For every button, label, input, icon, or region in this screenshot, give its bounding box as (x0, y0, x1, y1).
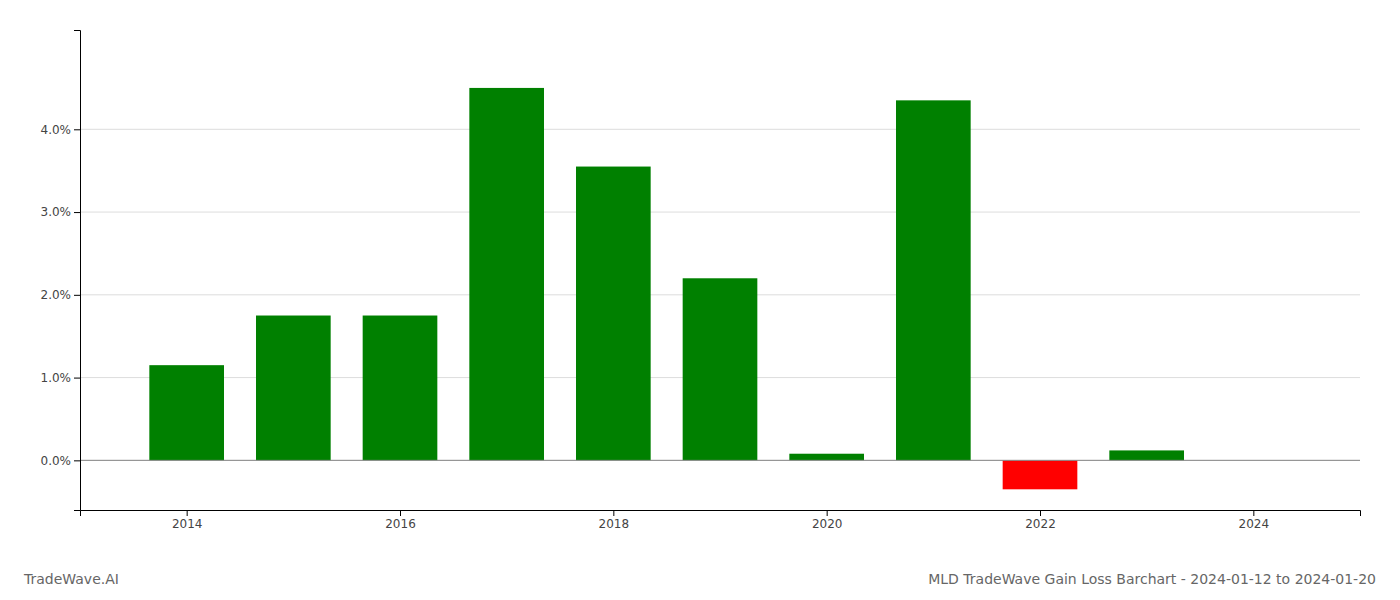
x-tick: 2016 (385, 510, 416, 531)
y-tick-mark (74, 212, 80, 213)
x-tick-label: 2018 (599, 517, 630, 531)
y-tick: 3.0% (41, 205, 81, 219)
y-tick: 0.0% (41, 454, 81, 468)
bar (683, 278, 758, 460)
y-axis: 0.0% 1.0% 2.0% 3.0% 4.0% (41, 31, 81, 511)
grid-line (80, 129, 1360, 130)
x-tick-mark (1040, 510, 1041, 516)
x-tick-label: 2016 (385, 517, 416, 531)
x-tick-mark (1253, 510, 1254, 516)
x-axis: 2014 2016 2018 2020 2022 2024 (81, 510, 1361, 531)
watermark: TradeWave.AI (23, 571, 119, 587)
bar (363, 316, 438, 461)
plot: 2014 2016 2018 2020 2022 2024 0.0% 1.0% 2.0% 3.0%… (41, 31, 1361, 531)
x-tick-label: 2022 (1025, 517, 1056, 531)
grid-line (80, 460, 1360, 461)
bar (1109, 450, 1184, 460)
y-axis-line (74, 31, 81, 511)
x-tick: 2014 (172, 510, 203, 531)
x-tick-mark (400, 510, 401, 516)
zero-line (80, 460, 1360, 461)
y-tick-label: 2.0% (41, 288, 72, 302)
x-tick-label: 2024 (1239, 517, 1270, 531)
bars (149, 88, 1184, 489)
y-tick: 1.0% (41, 371, 81, 385)
y-tick: 4.0% (41, 123, 81, 137)
grid-line (80, 212, 1360, 213)
y-tick-mark (74, 460, 80, 461)
bar (576, 167, 651, 461)
grid (80, 129, 1360, 460)
x-tick-label: 2020 (812, 517, 843, 531)
x-tick-mark (613, 510, 614, 516)
bar (256, 316, 331, 461)
bar (789, 454, 864, 461)
y-tick-mark (74, 378, 80, 379)
x-tick: 2024 (1239, 510, 1270, 531)
chart: 2014 2016 2018 2020 2022 2024 0.0% 1.0% 2.0% 3.0%… (0, 0, 1400, 600)
x-tick: 2022 (1025, 510, 1056, 531)
bar (1003, 460, 1078, 489)
bar (469, 88, 544, 460)
x-tick-mark (187, 510, 188, 516)
y-tick: 2.0% (41, 288, 81, 302)
y-tick-mark (74, 295, 80, 296)
x-tick: 2018 (599, 510, 630, 531)
x-tick-mark (827, 510, 828, 516)
y-tick-label: 1.0% (41, 371, 72, 385)
title: MLD TradeWave Gain Loss Barchart - 2024-… (928, 571, 1376, 587)
y-tick-label: 0.0% (41, 454, 72, 468)
y-tick-label: 4.0% (41, 123, 72, 137)
x-tick-label: 2014 (172, 517, 203, 531)
bar (896, 100, 971, 460)
bar (149, 365, 224, 460)
y-tick-label: 3.0% (41, 205, 72, 219)
x-axis-line (81, 511, 1361, 517)
x-tick: 2020 (812, 510, 843, 531)
y-tick-mark (74, 129, 80, 130)
